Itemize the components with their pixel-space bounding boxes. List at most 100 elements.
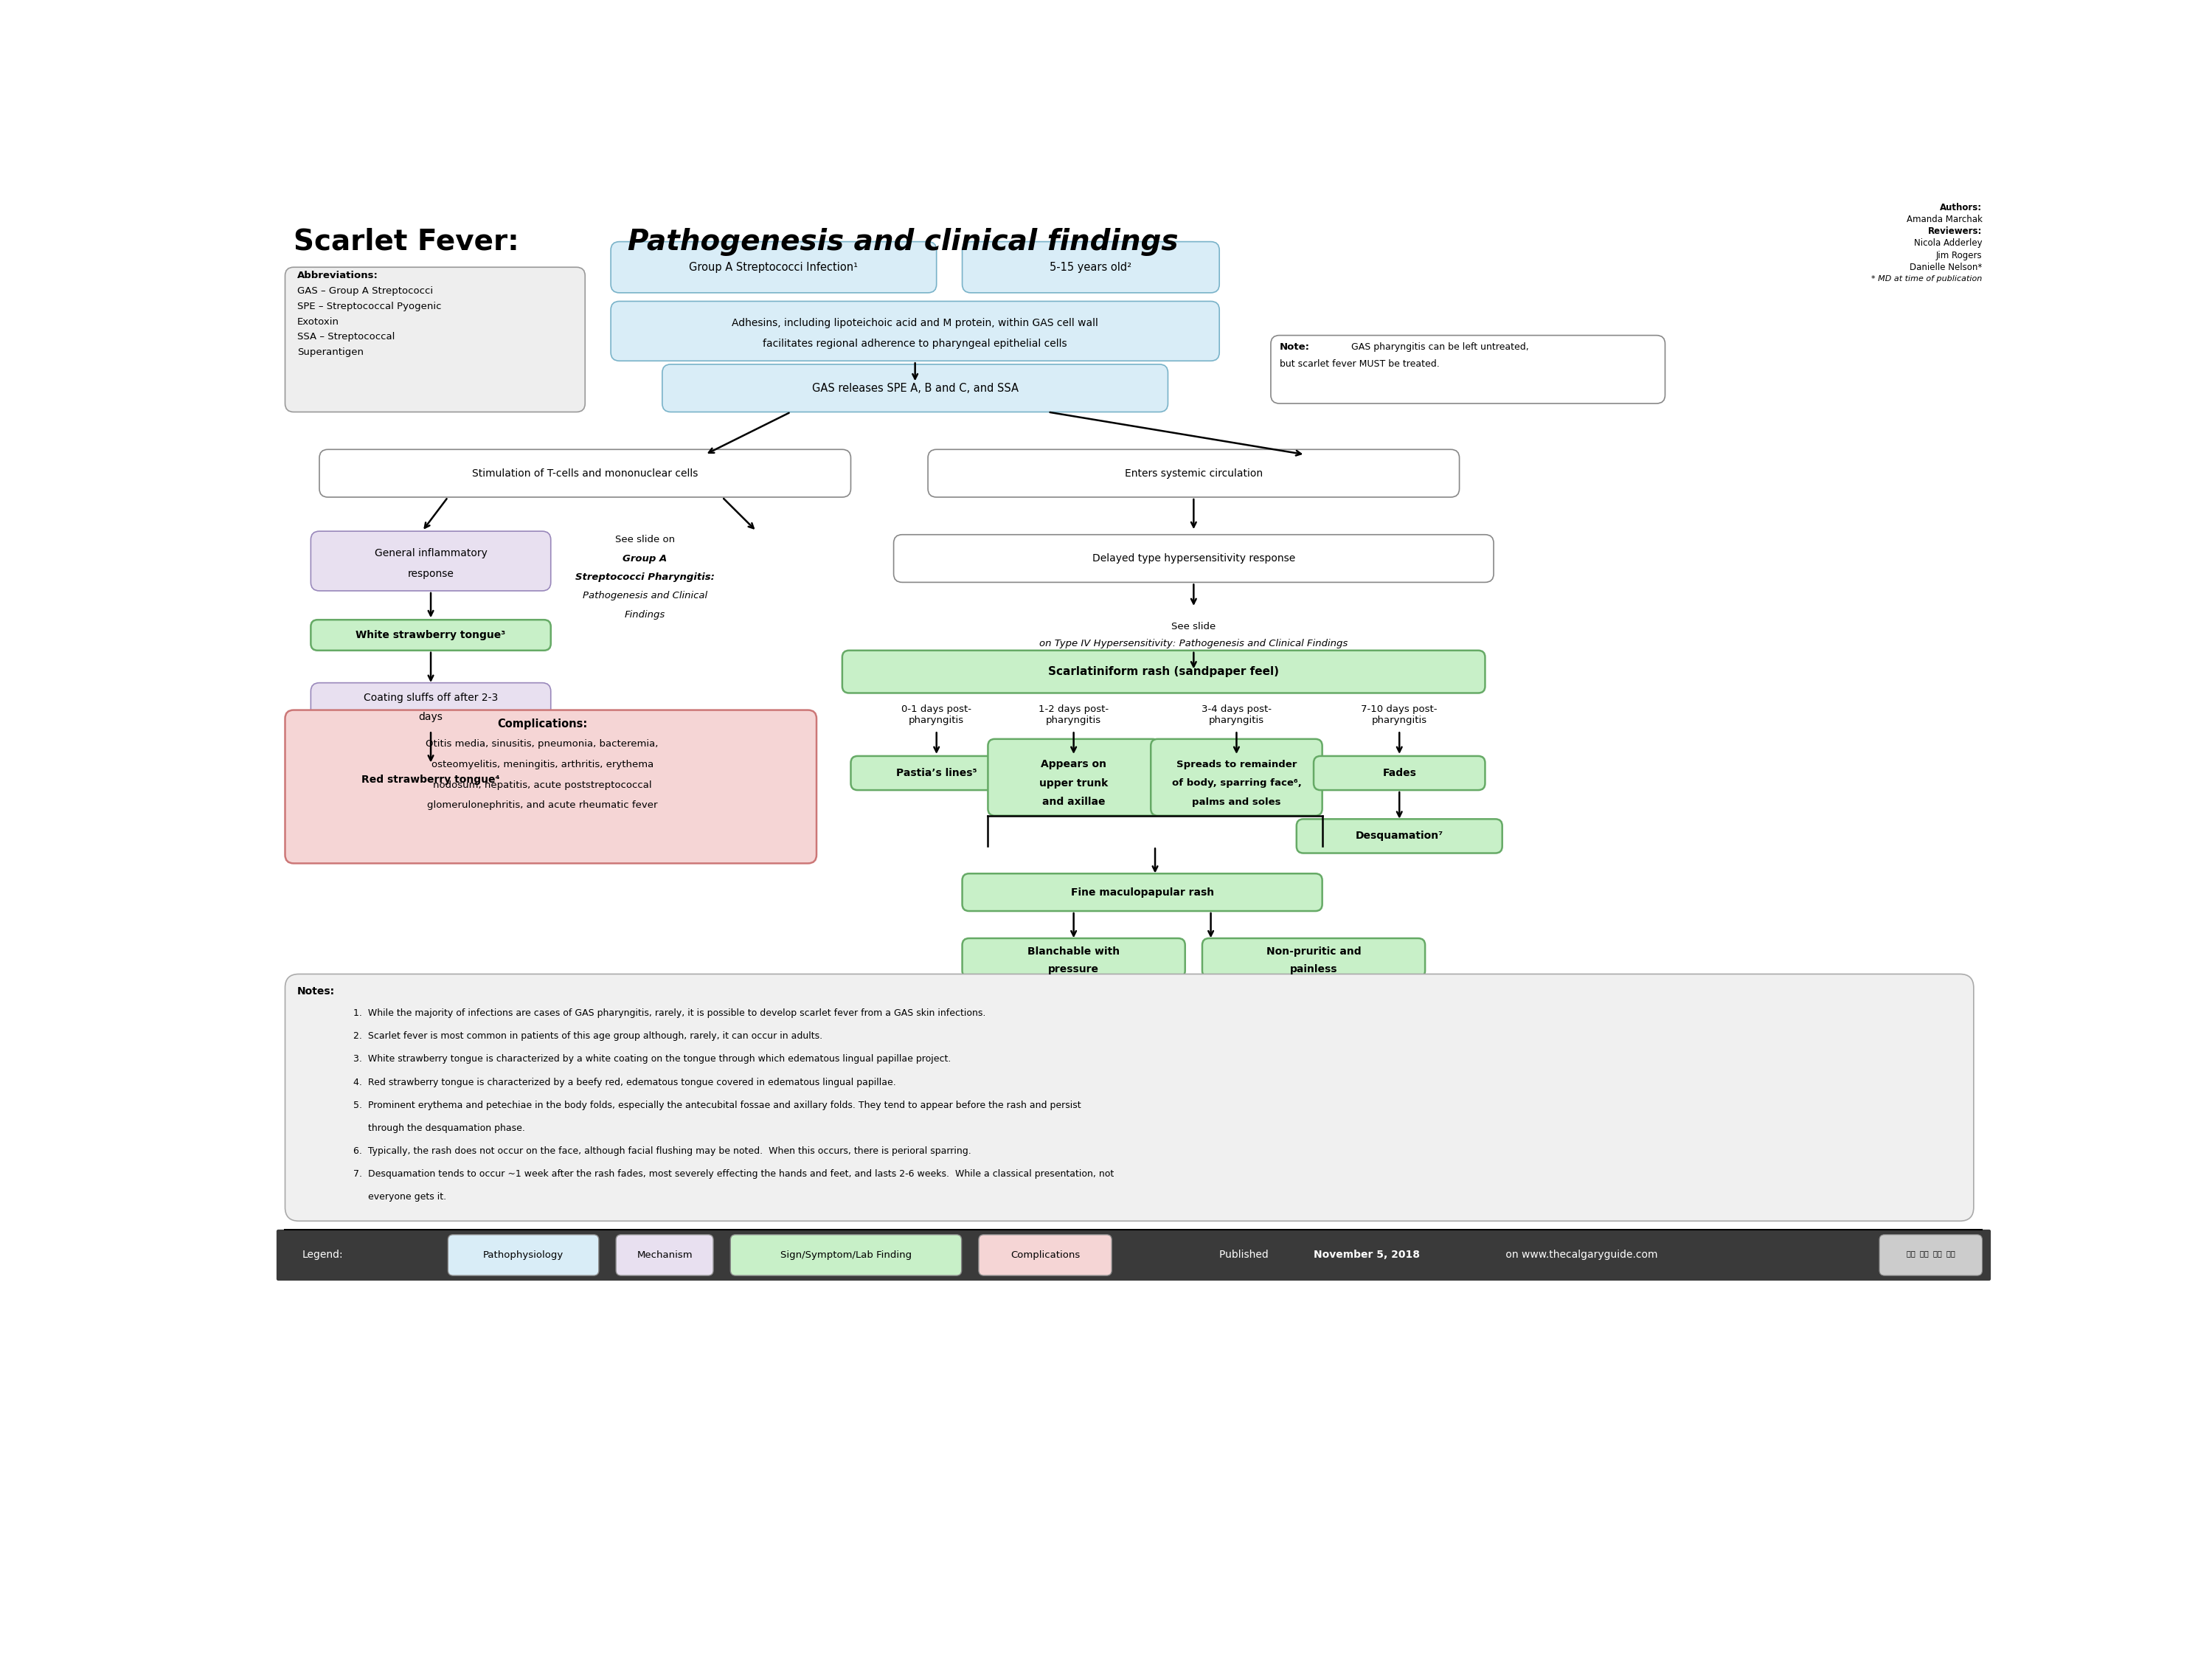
Text: Scarlatiniform rash (sandpaper feel): Scarlatiniform rash (sandpaper feel): [1048, 667, 1279, 677]
Text: upper trunk: upper trunk: [1040, 778, 1108, 788]
Text: Authors:: Authors:: [1940, 202, 1982, 212]
Text: See slide on: See slide on: [615, 534, 675, 544]
Text: GAS releases SPE A, B and C, and SSA: GAS releases SPE A, B and C, and SSA: [812, 383, 1018, 393]
Text: Delayed type hypersensitivity response: Delayed type hypersensitivity response: [1093, 554, 1296, 564]
Text: Otitis media, sinusitis, pneumonia, bacteremia,: Otitis media, sinusitis, pneumonia, bact…: [427, 740, 659, 748]
Text: 5-15 years old²: 5-15 years old²: [1051, 262, 1133, 272]
Text: SSA – Streptococcal: SSA – Streptococcal: [296, 332, 394, 342]
Text: pressure: pressure: [1048, 964, 1099, 974]
FancyBboxPatch shape: [1880, 1234, 1982, 1276]
Text: Stimulation of T-cells and mononuclear cells: Stimulation of T-cells and mononuclear c…: [471, 468, 699, 478]
Text: glomerulonephritis, and acute rheumatic fever: glomerulonephritis, and acute rheumatic …: [427, 801, 657, 810]
FancyBboxPatch shape: [1150, 738, 1323, 816]
Text: Sign/Symptom/Lab Finding: Sign/Symptom/Lab Finding: [781, 1251, 911, 1259]
FancyBboxPatch shape: [978, 1234, 1113, 1276]
Text: 0-1 days post-
pharyngitis: 0-1 days post- pharyngitis: [902, 705, 971, 725]
Text: Nicola Adderley: Nicola Adderley: [1913, 239, 1982, 249]
Text: Jim Rogers: Jim Rogers: [1936, 251, 1982, 260]
Text: nodosum, hepatitis, acute poststreptococcal: nodosum, hepatitis, acute poststreptococ…: [434, 780, 653, 790]
Text: 3.  White strawberry tongue is characterized by a white coating on the tongue th: 3. White strawberry tongue is characteri…: [354, 1055, 951, 1063]
FancyBboxPatch shape: [989, 738, 1159, 816]
FancyBboxPatch shape: [730, 1234, 962, 1276]
FancyBboxPatch shape: [852, 757, 1022, 790]
Text: Published: Published: [1219, 1249, 1272, 1261]
Text: Amanda Marchak: Amanda Marchak: [1907, 214, 1982, 224]
Text: Enters systemic circulation: Enters systemic circulation: [1124, 468, 1263, 478]
FancyBboxPatch shape: [285, 974, 1973, 1221]
Text: Exotoxin: Exotoxin: [296, 317, 338, 327]
Text: Complications: Complications: [1011, 1251, 1079, 1259]
Text: 6.  Typically, the rash does not occur on the face, although facial flushing may: 6. Typically, the rash does not occur on…: [354, 1146, 971, 1156]
Text: response: response: [407, 569, 453, 579]
Text: See slide: See slide: [1172, 622, 1217, 632]
Text: Superantigen: Superantigen: [296, 348, 363, 357]
Text: 5.  Prominent erythema and petechiae in the body folds, especially the antecubit: 5. Prominent erythema and petechiae in t…: [354, 1100, 1082, 1110]
Text: 2.  Scarlet fever is most common in patients of this age group although, rarely,: 2. Scarlet fever is most common in patie…: [354, 1032, 823, 1040]
Text: GAS pharyngitis can be left untreated,: GAS pharyngitis can be left untreated,: [1347, 342, 1528, 352]
Text: Legend:: Legend:: [303, 1249, 343, 1261]
Text: days: days: [418, 712, 442, 722]
FancyBboxPatch shape: [894, 534, 1493, 582]
FancyBboxPatch shape: [310, 765, 551, 795]
Text: painless: painless: [1290, 964, 1338, 974]
FancyBboxPatch shape: [276, 1229, 1991, 1281]
FancyBboxPatch shape: [661, 365, 1168, 411]
FancyBboxPatch shape: [447, 1234, 599, 1276]
Text: 3-4 days post-
pharyngitis: 3-4 days post- pharyngitis: [1201, 705, 1272, 725]
Text: 7-10 days post-
pharyngitis: 7-10 days post- pharyngitis: [1360, 705, 1438, 725]
Text: Abbreviations:: Abbreviations:: [296, 270, 378, 280]
Text: Streptococci Pharyngitis:: Streptococci Pharyngitis:: [575, 572, 714, 582]
FancyBboxPatch shape: [962, 939, 1186, 977]
Text: Notes:: Notes:: [296, 985, 334, 997]
Text: Group A: Group A: [624, 554, 668, 564]
Text: everyone gets it.: everyone gets it.: [354, 1193, 447, 1203]
Text: Pathophysiology: Pathophysiology: [482, 1251, 564, 1259]
FancyBboxPatch shape: [962, 874, 1323, 911]
FancyBboxPatch shape: [929, 450, 1460, 498]
Text: GAS – Group A Streptococci: GAS – Group A Streptococci: [296, 287, 434, 295]
Text: Fades: Fades: [1382, 768, 1416, 778]
Text: palms and soles: palms and soles: [1192, 798, 1281, 806]
Text: Findings: Findings: [624, 611, 666, 619]
Text: 1-2 days post-
pharyngitis: 1-2 days post- pharyngitis: [1040, 705, 1108, 725]
Text: facilitates regional adherence to pharyngeal epithelial cells: facilitates regional adherence to pharyn…: [763, 338, 1066, 348]
Text: Complications:: Complications:: [498, 718, 588, 730]
Text: on www.thecalgaryguide.com: on www.thecalgaryguide.com: [1502, 1249, 1657, 1261]
FancyBboxPatch shape: [615, 1234, 712, 1276]
Text: Pastia’s lines⁵: Pastia’s lines⁵: [896, 768, 978, 778]
Text: on Type IV Hypersensitivity: Pathogenesis and Clinical Findings: on Type IV Hypersensitivity: Pathogenesi…: [1040, 639, 1347, 649]
Text: Spreads to remainder: Spreads to remainder: [1177, 760, 1296, 770]
Text: Pathogenesis and Clinical: Pathogenesis and Clinical: [582, 591, 708, 601]
FancyBboxPatch shape: [1203, 939, 1425, 977]
FancyBboxPatch shape: [843, 650, 1484, 693]
Text: 4.  Red strawberry tongue is characterized by a beefy red, edematous tongue cove: 4. Red strawberry tongue is characterize…: [354, 1077, 896, 1087]
Text: and axillae: and axillae: [1042, 796, 1106, 808]
FancyBboxPatch shape: [1296, 820, 1502, 853]
Text: November 5, 2018: November 5, 2018: [1314, 1249, 1420, 1261]
Text: Blanchable with: Blanchable with: [1029, 947, 1119, 957]
Text: through the desquamation phase.: through the desquamation phase.: [354, 1123, 526, 1133]
Text: 7.  Desquamation tends to occur ~1 week after the rash fades, most severely effe: 7. Desquamation tends to occur ~1 week a…: [354, 1170, 1115, 1180]
Text: Adhesins, including lipoteichoic acid and M protein, within GAS cell wall: Adhesins, including lipoteichoic acid an…: [732, 319, 1099, 328]
FancyBboxPatch shape: [962, 242, 1219, 292]
FancyBboxPatch shape: [310, 684, 551, 730]
FancyBboxPatch shape: [285, 267, 584, 411]
FancyBboxPatch shape: [1314, 757, 1484, 790]
FancyBboxPatch shape: [319, 450, 852, 498]
FancyBboxPatch shape: [611, 242, 936, 292]
Text: Desquamation⁷: Desquamation⁷: [1356, 831, 1444, 841]
Text: Mechanism: Mechanism: [637, 1251, 692, 1259]
FancyBboxPatch shape: [310, 531, 551, 591]
FancyBboxPatch shape: [310, 620, 551, 650]
Text: Note:: Note:: [1279, 342, 1310, 352]
Text: 1.  While the majority of infections are cases of GAS pharyngitis, rarely, it is: 1. While the majority of infections are …: [354, 1009, 987, 1019]
Text: General inflammatory: General inflammatory: [374, 547, 487, 559]
FancyBboxPatch shape: [1270, 335, 1666, 403]
Text: but scarlet fever MUST be treated.: but scarlet fever MUST be treated.: [1279, 360, 1440, 368]
Text: * MD at time of publication: * MD at time of publication: [1871, 275, 1982, 282]
Text: Fine maculopapular rash: Fine maculopapular rash: [1071, 888, 1214, 898]
Text: Group A Streptococci Infection¹: Group A Streptococci Infection¹: [690, 262, 858, 272]
Text: SPE – Streptococcal Pyogenic: SPE – Streptococcal Pyogenic: [296, 302, 440, 312]
Text: Coating sluffs off after 2-3: Coating sluffs off after 2-3: [363, 693, 498, 703]
Text: Reviewers:: Reviewers:: [1929, 227, 1982, 236]
